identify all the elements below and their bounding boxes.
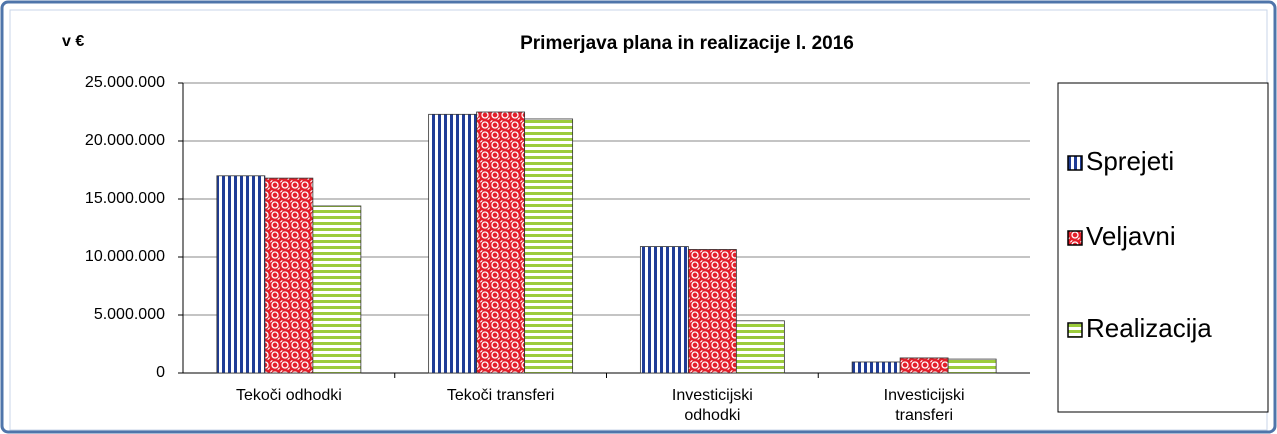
bar [264,177,314,374]
chart-title: Primerjava plana in realizacije l. 2016 [520,33,854,54]
y-tick-label: 0 [156,364,165,381]
bar [524,118,574,374]
y-axis-label: v € [62,33,84,50]
y-tick-label: 25.000.000 [85,74,165,91]
y-tick-label: 15.000.000 [85,190,165,207]
y-tick-label: 20.000.000 [85,132,165,149]
bar [735,320,785,374]
legend-label: Veljavni [1086,221,1176,251]
legend-swatch [1067,230,1083,246]
bar [687,249,737,374]
bar [428,113,478,374]
bar [899,357,949,374]
y-tick-label: 10.000.000 [85,248,165,265]
bar [639,246,689,374]
x-tick-label: Tekoči odhodki [235,387,342,404]
legend-box [1057,82,1269,413]
x-tick-label: Investicijski odhodki [671,387,753,424]
bar [312,205,362,374]
x-tick-label: Tekoči transferi [446,387,555,404]
y-tick-label: 5.000.000 [94,306,165,323]
legend-swatch [1067,155,1083,171]
bar [851,361,901,374]
bar [476,111,526,374]
x-tick-label: Investicijski transferi [883,387,965,424]
bar [216,175,266,374]
bar [947,358,997,374]
legend-swatch [1067,322,1083,338]
legend-label: Realizacija [1086,313,1212,343]
legend-label: Sprejeti [1086,146,1174,176]
